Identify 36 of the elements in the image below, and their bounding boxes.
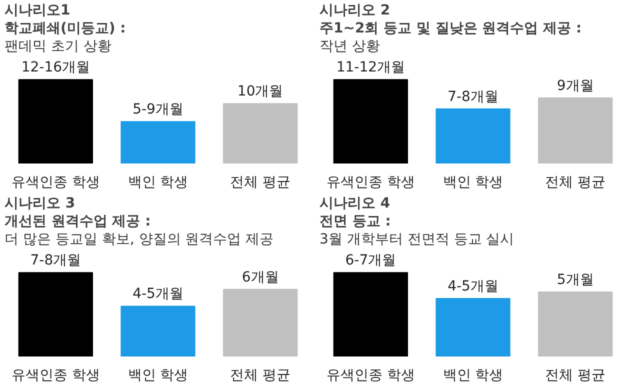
chart-subtitle: 전면 등교 :: [320, 214, 391, 230]
chart-title: 시나리오 3: [4, 196, 76, 212]
x-tick-label: 유색인종 학생: [11, 368, 100, 384]
data-label: 12-16개월: [21, 60, 90, 76]
data-label: 9개월: [556, 78, 594, 94]
x-tick-label: 전체 평균: [230, 368, 291, 384]
x-tick-label: 백인 학생: [442, 368, 504, 384]
data-label: 11-12개월: [336, 60, 406, 76]
chart-title: 시나리오 2: [320, 2, 390, 18]
data-label: 7-8개월: [30, 252, 82, 269]
x-tick-label: 전체 평균: [545, 368, 606, 384]
x-tick-label: 백인 학생: [442, 174, 504, 190]
text: 작년 상황: [320, 38, 380, 54]
text: 더 많은 등교일 확보, 양질의 원격수업 제공: [4, 232, 274, 248]
data-label: 4-5개월: [448, 278, 498, 294]
data-label: 10개월: [237, 84, 284, 100]
data-label: 5개월: [556, 272, 594, 288]
data-label: 6-7개월: [345, 252, 396, 269]
text: 3월 개학부터 전면적 등교 실시: [320, 232, 514, 248]
x-tick-label: 백인 학생: [128, 368, 188, 384]
data-label: 6개월: [242, 269, 279, 286]
text: 팬데믹 초기 상황: [4, 38, 112, 54]
chart-title: 시나리오1: [4, 2, 70, 18]
data-label: 7-8개월: [448, 88, 498, 105]
chart-subtitle: 주1~2회 등교 및 질낮은 원격수업 제공 :: [320, 20, 582, 36]
chart-title: 시나리오 4: [320, 196, 390, 212]
x-tick-label: 전체 평균: [230, 174, 291, 190]
data-label: 5-9개월: [132, 102, 184, 118]
x-tick-label: 유색인종 학생: [11, 174, 100, 190]
x-tick-label: 유색인종 학생: [326, 368, 415, 384]
x-tick-label: 유색인종 학생: [326, 174, 415, 190]
x-tick-label: 백인 학생: [128, 174, 188, 190]
data-label: 4-5개월: [132, 286, 184, 302]
x-tick-label: 전체 평균: [545, 174, 606, 190]
chart-subtitle: 학교폐쇄(미등교) :: [4, 20, 126, 36]
chart-subtitle: 개선된 원격수업 제공 :: [4, 214, 151, 230]
